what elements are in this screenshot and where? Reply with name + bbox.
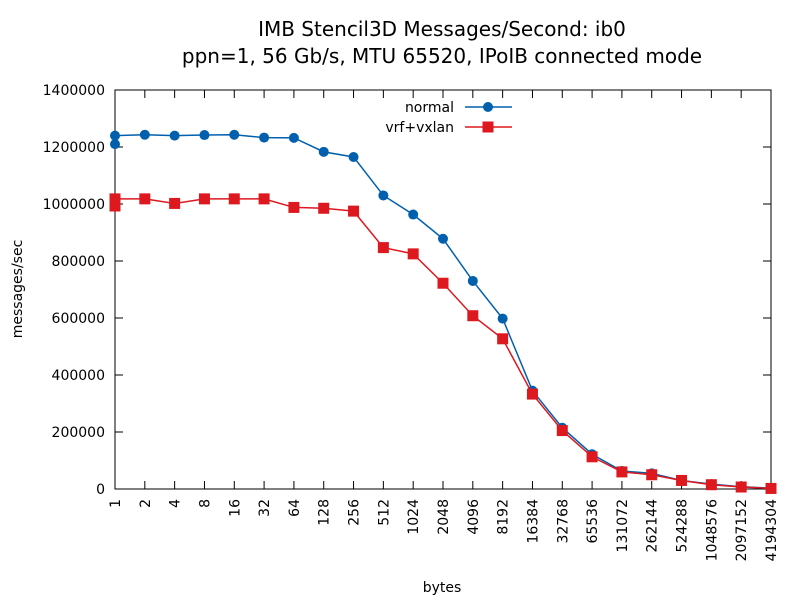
data-point xyxy=(348,151,359,162)
data-point xyxy=(318,202,330,214)
x-tick-label: 1024 xyxy=(406,499,422,535)
data-point xyxy=(377,242,389,254)
data-point xyxy=(438,233,448,244)
data-point xyxy=(407,248,419,260)
data-point xyxy=(735,481,747,493)
x-tick-label: 65536 xyxy=(585,499,601,544)
x-tick-label: 262144 xyxy=(645,499,661,553)
x-tick-label: 4 xyxy=(168,499,184,508)
y-tick-label: 1200000 xyxy=(43,140,105,156)
data-point xyxy=(318,146,329,157)
data-point xyxy=(258,193,270,205)
x-tick-label: 16 xyxy=(227,499,243,517)
data-point xyxy=(705,479,717,491)
x-tick-label: 256 xyxy=(347,499,363,526)
y-tick-label: 1000000 xyxy=(43,197,105,213)
x-tick-label: 8 xyxy=(197,499,213,508)
data-point xyxy=(229,129,240,140)
y-axis: 0 200000 400000 600000 800000 1000000 1200000 1… xyxy=(43,83,771,498)
x-tick-label: 32 xyxy=(257,499,273,517)
series-vrf-vxlan xyxy=(109,193,777,494)
chart-title-line-1: IMB Stencil3D Messages/Second: ib0 xyxy=(258,17,626,41)
legend-label: vrf+vxlan xyxy=(385,120,454,136)
legend: normal vrf+vxlan xyxy=(385,100,512,136)
x-tick-label: 1048576 xyxy=(704,499,720,561)
x-axis-label: bytes xyxy=(423,580,462,596)
data-point xyxy=(676,474,688,486)
x-tick-label: 32768 xyxy=(555,499,571,544)
x-tick-label: 16384 xyxy=(525,499,541,544)
x-tick-label: 4194304 xyxy=(764,499,780,561)
series-layer xyxy=(109,129,777,494)
series-line xyxy=(114,133,772,489)
y-tick-label: 400000 xyxy=(52,368,105,384)
data-point xyxy=(288,201,300,213)
y-tick-label: 1400000 xyxy=(43,83,105,99)
y-tick-label: 800000 xyxy=(52,254,105,270)
data-point xyxy=(497,313,508,324)
chart-title-line-2: ppn=1, 56 Gb/s, MTU 65520, IPoIB connect… xyxy=(182,44,702,68)
data-point xyxy=(259,132,270,143)
data-point xyxy=(109,193,121,205)
data-point xyxy=(348,205,360,217)
data-point xyxy=(228,193,240,205)
x-tick-label: 1 xyxy=(108,499,124,508)
x-tick-label: 2048 xyxy=(436,499,452,535)
data-point xyxy=(169,197,181,209)
x-tick-label: 8192 xyxy=(496,499,512,535)
series-normal xyxy=(110,129,776,494)
plot-area-frame xyxy=(114,89,772,490)
data-point xyxy=(646,469,658,481)
legend-marker xyxy=(483,102,493,112)
data-point xyxy=(198,193,210,205)
data-point xyxy=(526,388,538,400)
data-point xyxy=(497,333,509,345)
data-point xyxy=(586,451,598,463)
data-point xyxy=(139,129,150,140)
data-point xyxy=(437,277,449,289)
x-axis: 1 2 4 8 16 32 64 128 256 512 1024 2048 4096 8192 16384… xyxy=(108,90,780,561)
legend-label: normal xyxy=(405,100,454,116)
data-point xyxy=(110,130,120,141)
x-tick-label: 512 xyxy=(376,499,392,526)
x-tick-label: 64 xyxy=(287,499,303,517)
x-tick-label: 128 xyxy=(317,499,333,526)
x-tick-label: 131072 xyxy=(615,499,631,552)
data-point xyxy=(467,310,479,322)
data-point xyxy=(139,193,151,205)
data-point xyxy=(616,466,628,478)
y-tick-label: 0 xyxy=(96,482,105,498)
data-point xyxy=(169,130,180,141)
data-point xyxy=(110,139,120,150)
data-point xyxy=(199,130,210,141)
data-point xyxy=(378,190,389,201)
x-tick-label: 2097152 xyxy=(734,499,750,561)
x-tick-label: 4096 xyxy=(466,499,482,535)
y-tick-label: 200000 xyxy=(52,425,105,441)
data-point xyxy=(408,209,419,220)
data-point xyxy=(556,425,568,437)
y-tick-label: 600000 xyxy=(52,311,105,327)
x-tick-label: 2 xyxy=(138,499,154,508)
data-point xyxy=(109,200,121,212)
x-tick-label: 524288 xyxy=(675,499,691,552)
data-point xyxy=(288,132,299,143)
y-axis-label: messages/sec xyxy=(10,240,26,339)
data-point xyxy=(467,275,478,286)
data-point xyxy=(765,482,777,494)
legend-marker xyxy=(482,121,494,133)
